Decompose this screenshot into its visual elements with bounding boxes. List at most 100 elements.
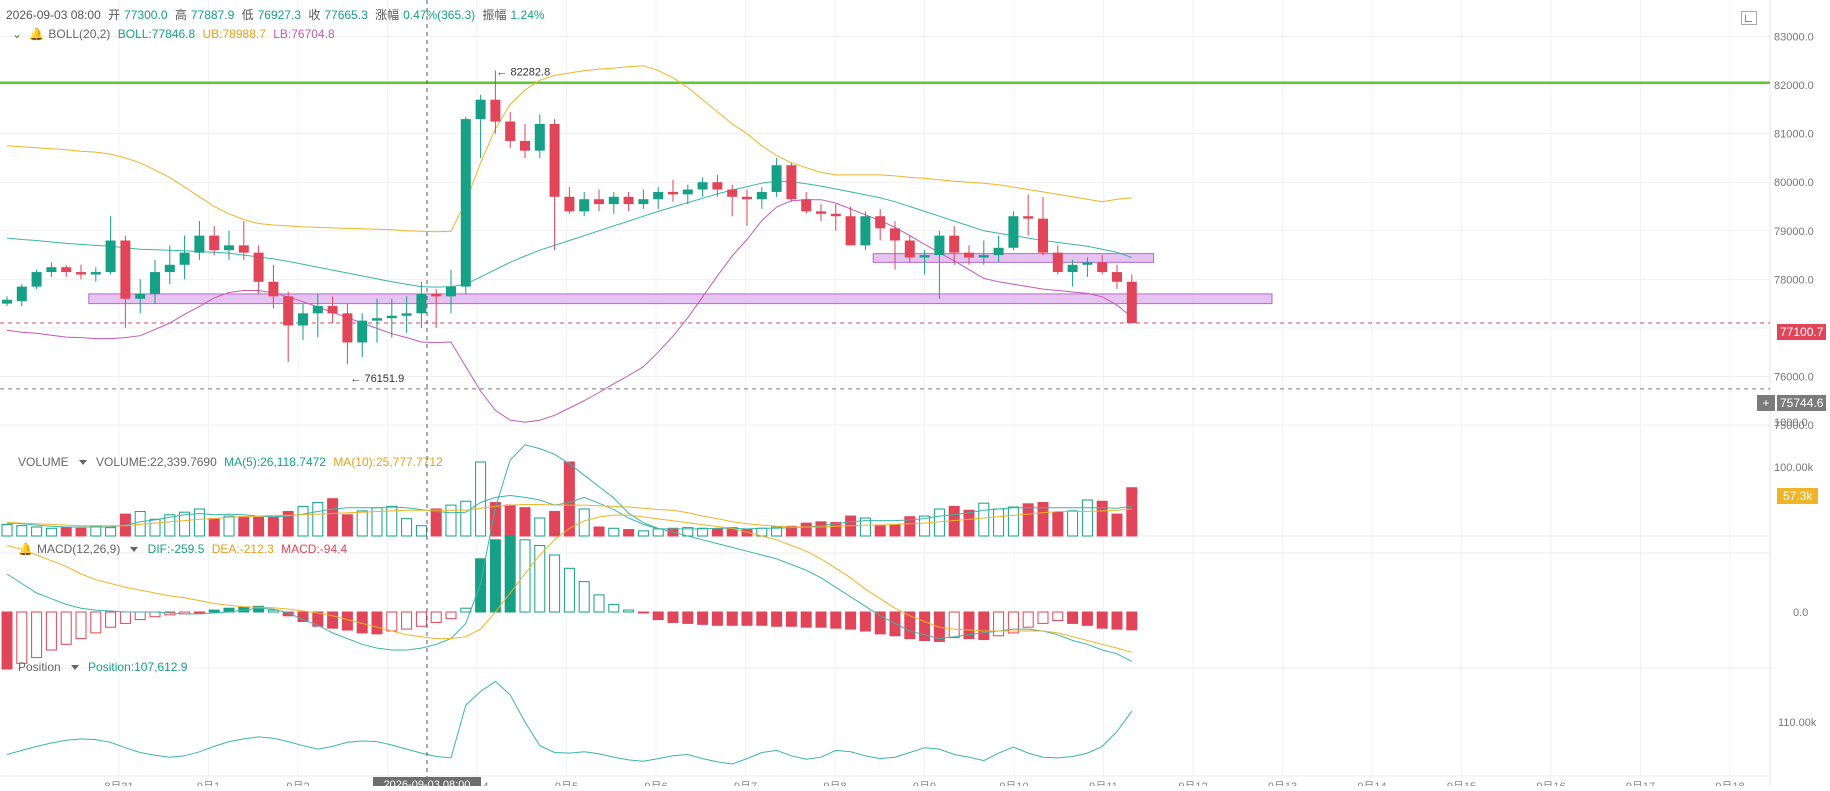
x-tick-label: 9月13 <box>1268 781 1297 786</box>
x-tick-label: 9月11 <box>1089 781 1118 786</box>
volume-bar <box>771 526 783 537</box>
header-high-label: 高 <box>174 8 187 22</box>
volume-bar <box>356 510 368 537</box>
macd-histogram-bar <box>60 611 72 645</box>
volume-bar <box>90 525 102 537</box>
macd-dropdown-icon[interactable] <box>130 546 139 552</box>
macd-histogram-bar <box>534 545 546 613</box>
header-open-value: 77300.0 <box>124 8 168 22</box>
collapse-icon[interactable]: ⌄ <box>12 27 23 41</box>
macd-histogram-bar <box>90 611 102 634</box>
volume-bar <box>608 527 620 537</box>
bell-icon[interactable]: 🔔 <box>29 27 45 41</box>
macd-histogram-bar <box>1 611 13 670</box>
position-dropdown-icon[interactable] <box>70 664 79 670</box>
volume-bar <box>267 516 279 537</box>
position-legend[interactable]: Position Position:107,612.9 <box>18 659 191 675</box>
macd-histogram-bar <box>963 611 975 640</box>
macd-panel[interactable] <box>1 444 1138 670</box>
expand-icon[interactable] <box>1741 11 1757 25</box>
macd-histogram-bar <box>282 611 294 617</box>
volume-tick-label: 100.00k <box>1774 462 1814 474</box>
x-tick-label: 9月10 <box>999 781 1028 786</box>
volume-value: VOLUME:22,339.7690 <box>96 455 217 469</box>
macd-histogram-bar <box>208 609 220 613</box>
volume-bar <box>726 527 738 537</box>
candle-body <box>860 216 871 246</box>
bell-icon[interactable]: 🔔 <box>18 542 33 556</box>
candle-body <box>2 299 12 304</box>
macd-histogram-bar <box>1052 611 1064 622</box>
candle-body <box>283 296 294 326</box>
candle-body <box>312 306 323 314</box>
candle-body <box>298 313 308 326</box>
volume-bar <box>1126 487 1138 537</box>
macd-histogram-bar <box>874 611 886 635</box>
candle-body <box>875 216 886 229</box>
candle-body <box>949 235 960 253</box>
add-alert-icon[interactable]: + <box>1757 395 1775 411</box>
macd-histogram-bar <box>430 611 442 623</box>
header-amplitude-label: 振幅 <box>482 8 507 22</box>
volume-bar <box>1007 506 1019 537</box>
volume-legend[interactable]: VOLUME VOLUME:22,339.7690 MA(5):26,118.7… <box>18 454 447 470</box>
volume-bar <box>1052 511 1064 537</box>
macd-legend[interactable]: 🔔 MACD(12,26,9) DIF:-259.5 DEA:-212.3 MAC… <box>18 541 351 557</box>
volume-panel[interactable] <box>1 461 1138 537</box>
candle-body <box>934 235 945 256</box>
position-panel[interactable] <box>6 680 1133 765</box>
price-zones[interactable] <box>88 253 1273 305</box>
candle-body <box>475 99 486 120</box>
candle-body <box>1112 272 1122 282</box>
volume-bar <box>430 508 442 537</box>
volume-ma10-value: MA(10):25,777.7712 <box>333 455 443 469</box>
candle-body <box>904 240 915 258</box>
volume-bar <box>401 518 413 537</box>
grid-lines <box>0 0 1771 786</box>
candle-body <box>1082 262 1093 265</box>
candles[interactable] <box>2 70 1137 365</box>
volume-bar <box>889 523 901 537</box>
candle-body <box>668 191 678 195</box>
volume-bar <box>623 529 635 537</box>
candle-body <box>268 281 279 297</box>
macd-histogram-bar <box>193 611 205 614</box>
macd-histogram-bar <box>549 554 561 613</box>
candle-body <box>253 252 264 282</box>
x-tick-label: 9月8 <box>823 781 846 786</box>
header-close-label: 收 <box>308 8 321 22</box>
candle-body <box>712 182 723 190</box>
candle-body <box>623 196 634 205</box>
macd-histogram-bar <box>327 611 339 629</box>
horizontal-lines[interactable] <box>0 81 1770 390</box>
position-label: Position <box>18 660 61 674</box>
macd-histogram-bar <box>756 611 768 626</box>
boll-legend[interactable]: ⌄ 🔔 BOLL(20,2) BOLL:77846.8 UB:78988.7 LB… <box>12 26 339 42</box>
macd-histogram-bar <box>919 611 931 641</box>
macd-histogram-bar <box>697 611 709 625</box>
candle-body <box>16 286 27 302</box>
volume-bar <box>149 518 161 537</box>
volume-bar <box>578 508 590 537</box>
high-annotation: ← 82282.8 <box>496 66 550 78</box>
volume-bar <box>341 514 353 537</box>
volume-dropdown-icon[interactable] <box>78 459 87 465</box>
header-change-label: 涨幅 <box>375 8 400 22</box>
macd-histogram-bar <box>623 609 635 613</box>
volume-bar <box>75 527 87 537</box>
macd-histogram-bar <box>608 603 620 613</box>
boll-mid-value: BOLL:77846.8 <box>117 27 196 41</box>
macd-histogram-bar <box>667 611 679 623</box>
volume-bar <box>563 461 575 537</box>
volume-ma5-value: MA(5):26,118.7472 <box>224 455 326 469</box>
candle-body <box>327 306 338 314</box>
volume-bar <box>105 527 117 537</box>
volume-bar <box>711 528 723 537</box>
candle-body <box>697 182 708 190</box>
volume-bar <box>164 514 176 537</box>
volume-bar <box>253 516 265 537</box>
macd-histogram-bar <box>401 611 413 630</box>
volume-price-tag: 57.3k <box>1777 488 1819 504</box>
